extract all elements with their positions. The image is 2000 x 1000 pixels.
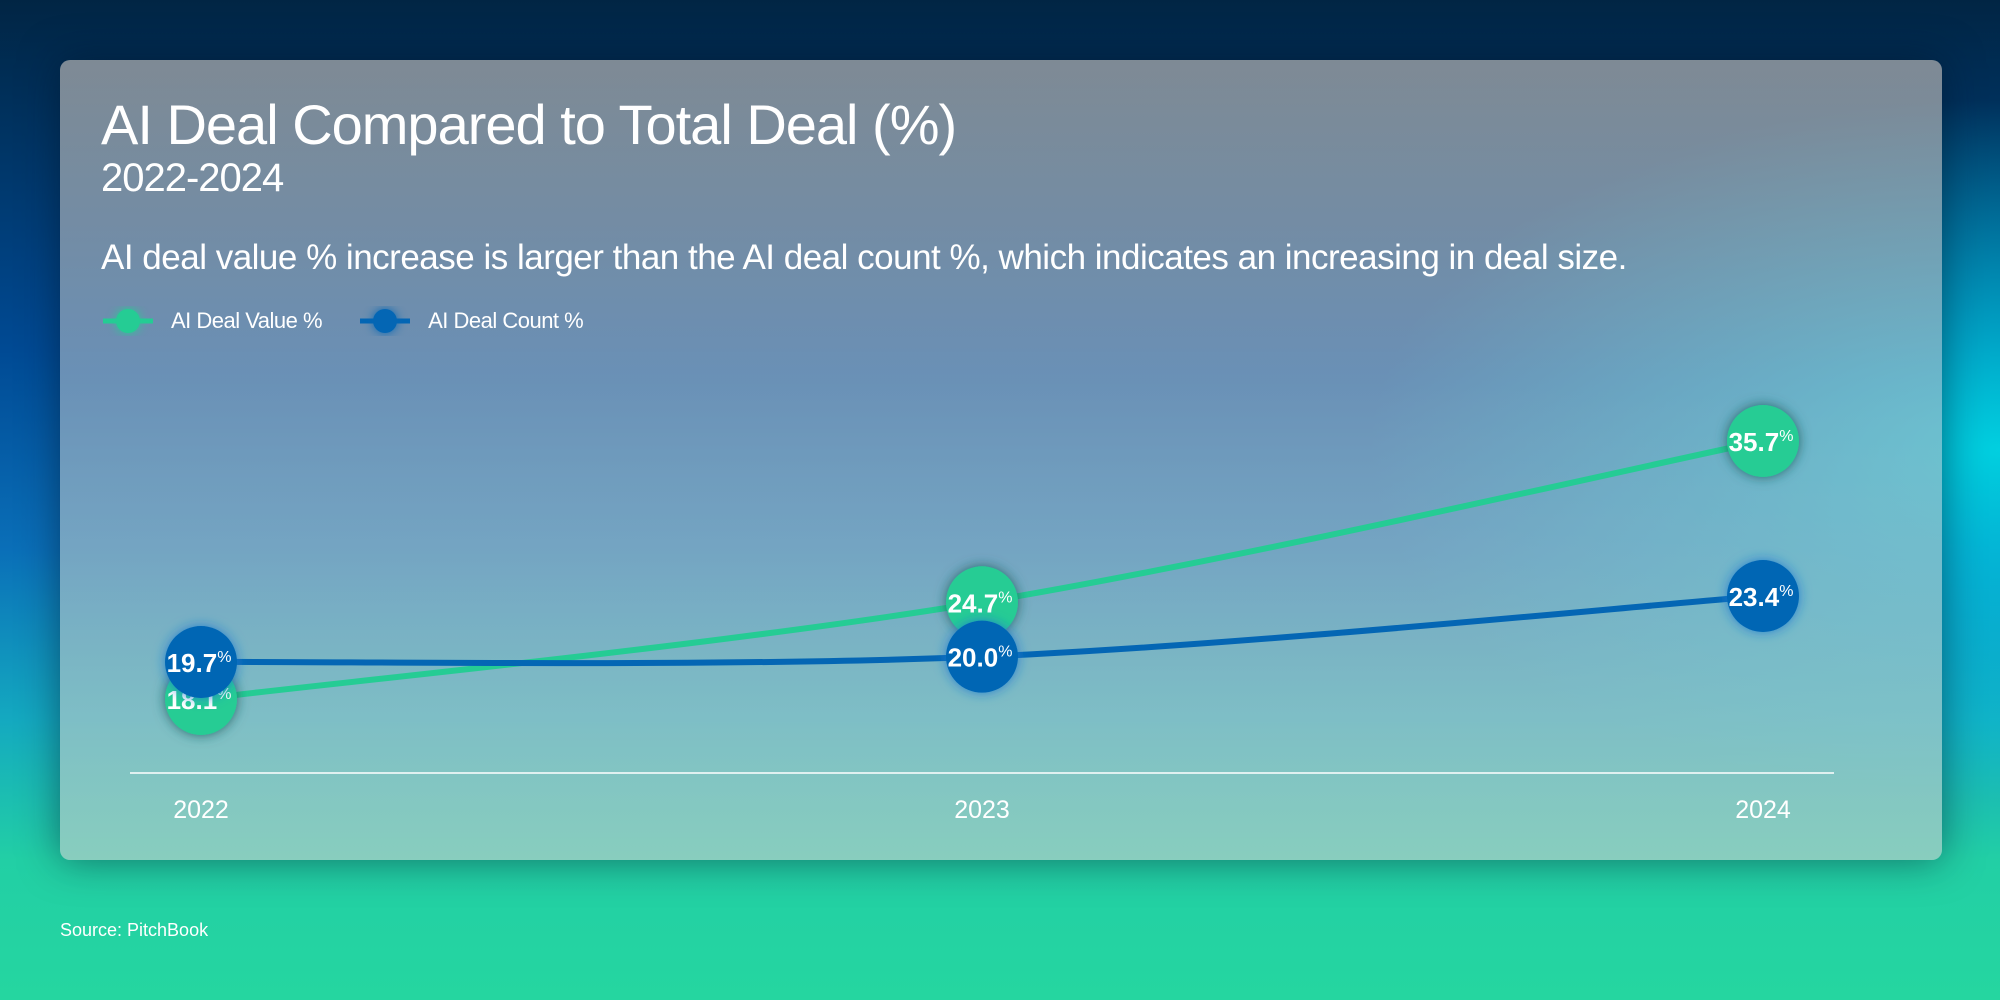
data-point[interactable]: 24.7% [946, 566, 1018, 639]
legend-marker-count-icon [360, 309, 411, 333]
x-tick-label: 2024 [1735, 796, 1791, 824]
data-label: 35.7% [1729, 427, 1794, 457]
data-label: 23.4% [1729, 582, 1794, 612]
chart-card [60, 60, 1942, 860]
source-note: Source: PitchBook [60, 920, 209, 940]
data-point-marker [946, 566, 1018, 639]
data-point-marker [1727, 405, 1799, 477]
data-label: 20.0% [948, 643, 1013, 673]
data-point-marker [1727, 560, 1799, 632]
x-tick-label: 2023 [954, 796, 1010, 824]
chart-subtitle: 2022-2024 [101, 156, 284, 200]
data-label: 24.7% [948, 588, 1013, 618]
data-label: 19.7% [167, 648, 232, 678]
data-point[interactable]: 20.0% [946, 620, 1018, 693]
data-point[interactable]: 23.4% [1727, 560, 1799, 632]
data-point-marker [946, 620, 1018, 693]
legend: AI Deal Value % AI Deal Count % [101, 306, 584, 336]
legend-item-count[interactable]: AI Deal Count % [358, 306, 584, 336]
x-tick-label: 2022 [173, 796, 229, 824]
data-point-marker [165, 626, 237, 698]
legend-marker-value-icon [103, 309, 153, 333]
legend-label-value: AI Deal Value % [171, 308, 323, 333]
data-point[interactable]: 35.7% [1727, 405, 1799, 477]
chart-description: AI deal value % increase is larger than … [101, 238, 1627, 277]
legend-item-value[interactable]: AI Deal Value % [101, 306, 323, 336]
chart-title: AI Deal Compared to Total Deal (%) [101, 93, 957, 156]
legend-label-count: AI Deal Count % [428, 308, 584, 333]
data-point[interactable]: 19.7% [165, 626, 237, 698]
